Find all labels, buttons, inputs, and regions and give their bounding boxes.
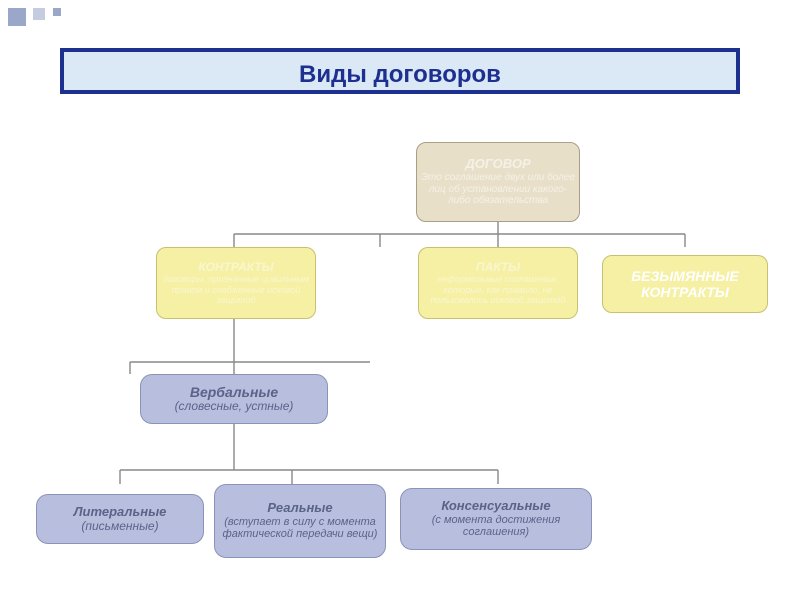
node-contracts: КОНТРАКТЫдоговоры, признанные цивильным …: [156, 247, 316, 319]
deco-square-3: [53, 8, 61, 16]
node-real: Реальные(вступает в силу с момента факти…: [214, 484, 386, 558]
node-pacts: ПАКТЫнеформальные соглашения, которые, к…: [418, 247, 578, 319]
node-root-title: ДОГОВОР: [465, 157, 530, 172]
node-unnamed-title: БЕЗЫМЯННЫЕ КОНТРАКТЫ: [607, 268, 763, 300]
node-consensual-title: Консенсуальные: [441, 499, 550, 514]
node-verbal: Вербальные(словесные, устные): [140, 374, 328, 424]
slide-title-text: Виды договоров: [299, 61, 501, 88]
node-verbal-subtitle: (словесные, устные): [175, 400, 294, 414]
node-consensual-subtitle: (с момента достижения соглашения): [405, 514, 587, 539]
node-unnamed: БЕЗЫМЯННЫЕ КОНТРАКТЫ: [602, 255, 768, 313]
corner-decoration: [8, 8, 64, 26]
node-real-subtitle: (вступает в силу с момента фактической п…: [219, 516, 381, 541]
node-consensual: Консенсуальные(с момента достижения согл…: [400, 488, 592, 550]
node-root: ДОГОВОРЭто соглашение двух или более лиц…: [416, 142, 580, 222]
node-contracts-title: КОНТРАКТЫ: [198, 261, 273, 275]
node-literal: Литеральные(письменные): [36, 494, 204, 544]
node-verbal-title: Вербальные: [190, 384, 278, 400]
node-literal-subtitle: (письменные): [81, 520, 158, 534]
slide-title: Виды договоров: [60, 48, 740, 94]
node-literal-title: Литеральные: [74, 505, 167, 520]
node-real-title: Реальные: [267, 501, 332, 516]
deco-square-2: [33, 8, 45, 20]
node-root-subtitle: Это соглашение двух или более лиц об уст…: [421, 172, 575, 207]
node-pacts-subtitle: неформальные соглашения, которые, как пр…: [423, 274, 573, 305]
node-pacts-title: ПАКТЫ: [476, 261, 520, 275]
node-contracts-subtitle: договоры, признанные цивильным правом и …: [161, 274, 311, 305]
deco-square-1: [8, 8, 26, 26]
